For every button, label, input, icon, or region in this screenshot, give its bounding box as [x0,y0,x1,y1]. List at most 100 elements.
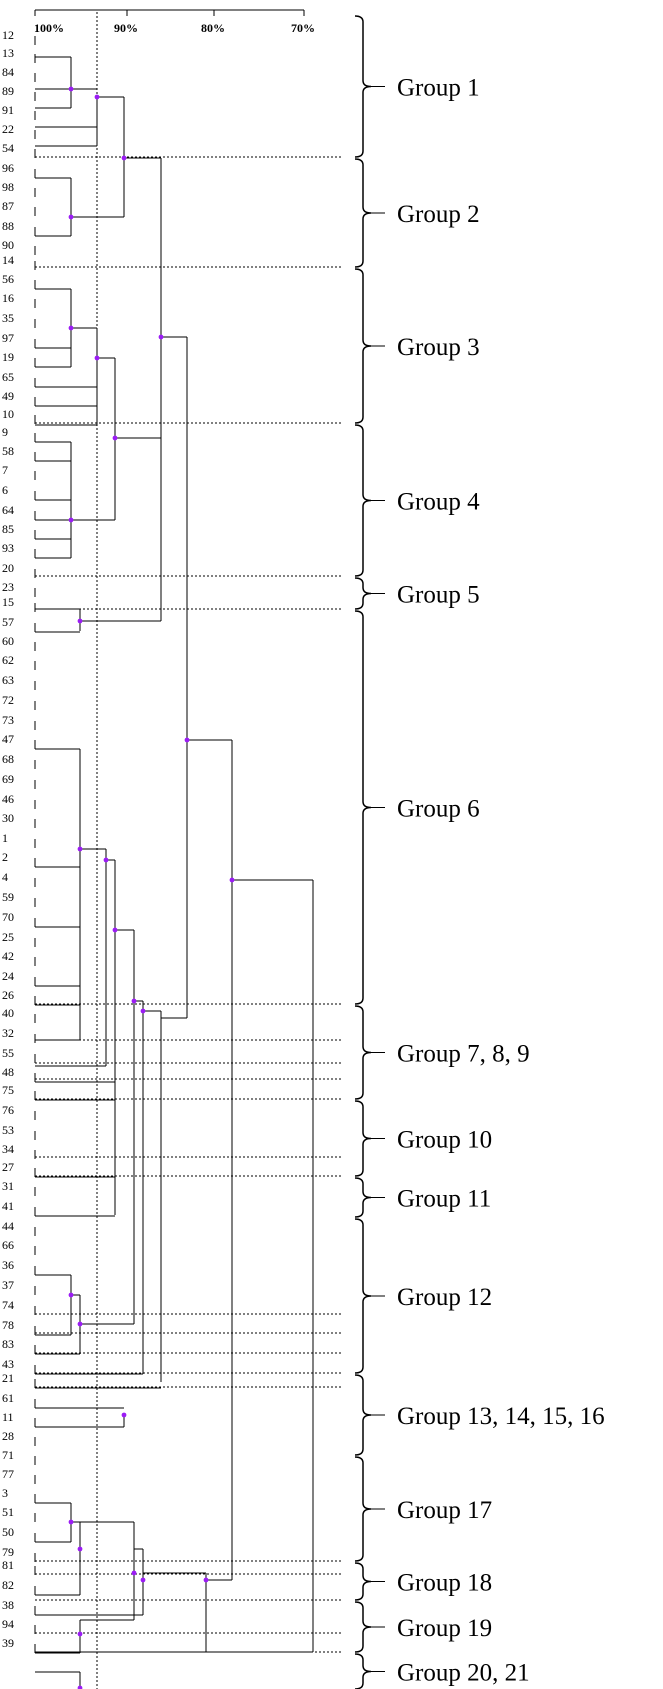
leaf-label: 96 [2,161,14,175]
leaf-label: 97 [2,331,14,345]
leaf-label: 71 [2,1448,14,1462]
group-label: Group 7, 8, 9 [397,1041,530,1068]
group-brace [354,1653,372,1689]
leaf-label: 66 [2,1238,14,1252]
dendrogram-tree [35,56,314,1689]
group-label: Group 1 [397,75,480,102]
merge-node [103,857,109,863]
leaf-label: 35 [2,311,14,325]
axis-tick-label: 90% [114,21,138,35]
group-braces: Group 1 Group 2 Group 3 Group 4 Group 5 Group… [354,15,605,1689]
merge-node [184,737,190,743]
merge-node [94,94,100,100]
leaf-label: 15 [2,595,14,609]
leaf-label: 72 [2,693,14,707]
leaf-label: 39 [2,1636,14,1650]
merge-node [121,155,127,161]
merge-node [68,517,74,523]
merge-node [77,1321,83,1327]
leaf-label: 98 [2,180,14,194]
leaf-label: 91 [2,103,14,117]
group-brace [354,1100,372,1177]
group-label: Group 4 [397,489,480,516]
leaf-label: 51 [2,1505,14,1519]
leaf-label: 85 [2,522,14,536]
leaf-label: 56 [2,272,14,286]
leaf-label: 62 [2,653,14,667]
group-label: Group 18 [397,1570,492,1597]
group-label: Group 11 [397,1186,491,1213]
merge-node [121,1412,127,1418]
leaf-label: 50 [2,1525,14,1539]
group-brace [354,1177,372,1218]
leaf-label: 69 [2,772,14,786]
leaf-label: 61 [2,1391,14,1405]
group-label: Group 6 [397,796,480,823]
merge-node [203,1577,209,1583]
leaf-label: 88 [2,219,14,233]
merge-node [131,1570,137,1576]
leaf-label: 7 [2,463,8,477]
leaf-label: 81 [2,1558,14,1572]
leaf-label: 3 [2,1486,8,1500]
group-separators [35,156,342,1653]
merge-node [140,1008,146,1014]
leaf-label: 24 [2,969,14,983]
leaf-label: 55 [2,1046,14,1060]
group-label: Group 13, 14, 15, 16 [397,1403,605,1430]
leaf-label: 54 [2,141,14,155]
axis-tick-label: 80% [201,21,225,35]
leaf-label: 79 [2,1545,14,1559]
leaf-label: 53 [2,1123,14,1137]
leaf-label: 93 [2,541,14,555]
leaf-label: 49 [2,389,14,403]
leaf-label: 87 [2,199,14,213]
leaf-label: 38 [2,1598,14,1612]
leaf-label: 28 [2,1429,14,1443]
leaf-label: 47 [2,732,14,746]
leaf-label: 4 [2,870,8,884]
merge-node [77,1631,83,1637]
leaf-label: 41 [2,1199,14,1213]
group-brace [354,1218,372,1374]
group-label: Group 3 [397,334,480,361]
merge-node [112,927,118,933]
leaf-label: 36 [2,1258,14,1272]
group-brace [354,577,372,610]
leaf-label: 22 [2,122,14,136]
group-brace [354,610,372,1005]
leaf-label: 1 [2,831,8,845]
group-brace [354,424,372,577]
leaf-label: 34 [2,1142,14,1156]
leaf-label: 76 [2,1103,14,1117]
leaf-label: 78 [2,1318,14,1332]
merge-node [68,1519,74,1525]
leaf-label: 46 [2,792,14,806]
leaf-label: 42 [2,949,14,963]
leaf-label: 12 [2,28,14,42]
leaf-label: 77 [2,1467,14,1481]
leaf-label: 6 [2,483,8,497]
leaf-label: 57 [2,615,14,629]
leaf-label: 58 [2,444,14,458]
group-label: Group 12 [397,1284,492,1311]
leaf-labels: 1213848991225496988788901456163597196549… [2,28,36,1653]
group-label: Group 17 [397,1497,492,1524]
axis-tick-label: 100% [34,21,64,35]
merge-node [77,846,83,852]
leaf-label: 48 [2,1065,14,1079]
merge-node [77,1546,83,1552]
group-brace [354,1562,372,1601]
merge-node [158,334,164,340]
group-brace [354,1601,372,1653]
leaf-label: 43 [2,1357,14,1371]
merge-node [94,355,100,361]
leaf-label: 64 [2,503,14,517]
merge-node [77,618,83,624]
leaf-label: 11 [2,1410,14,1424]
leaf-label: 90 [2,238,14,252]
leaf-label: 73 [2,713,14,727]
leaf-label: 9 [2,425,8,439]
leaf-label: 70 [2,910,14,924]
